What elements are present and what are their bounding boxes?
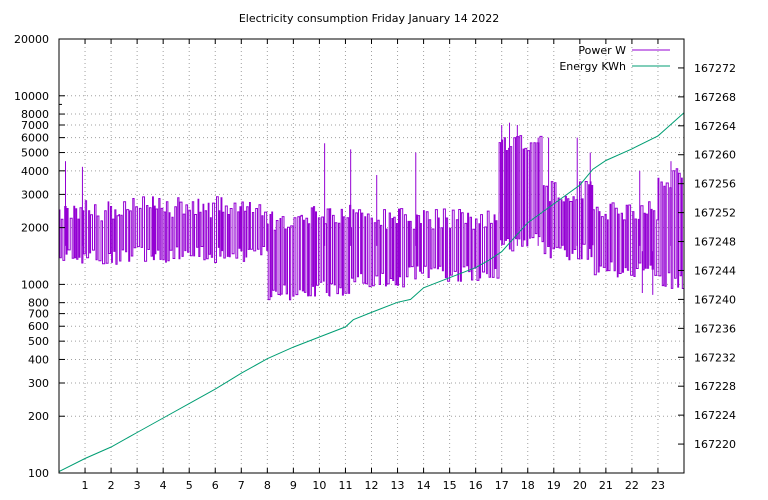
y-left-tick-label: 300 — [28, 377, 49, 390]
x-tick-label: 14 — [417, 479, 431, 492]
x-tick-label: 15 — [443, 479, 457, 492]
ticks-layer: 1 2 3 4 5 6 7 8 9 10 11 12 13 14 15 16 17 18 19 20 21 22 23100… — [14, 33, 736, 492]
y-left-tick-label: 500 — [28, 335, 49, 348]
y-left-tick-label: 600 — [28, 320, 49, 333]
power-series-line — [59, 135, 684, 301]
x-tick-label: 1 — [82, 479, 89, 492]
y-left-tick-label: 20000 — [14, 33, 49, 46]
chart-title: Electricity consumption Friday January 1… — [239, 12, 499, 25]
y-left-tick-label: 10000 — [14, 90, 49, 103]
y-right-tick-label: 167256 — [694, 178, 736, 191]
x-tick-label: 8 — [264, 479, 271, 492]
x-tick-label: 22 — [625, 479, 639, 492]
y-right-tick-label: 167264 — [694, 120, 736, 133]
x-tick-label: 20 — [573, 479, 587, 492]
x-tick-label: 16 — [469, 479, 483, 492]
y-left-tick-label: 8000 — [21, 108, 49, 121]
y-right-tick-label: 167236 — [694, 322, 736, 335]
x-tick-label: 18 — [521, 479, 535, 492]
y-right-tick-label: 167248 — [694, 236, 736, 249]
x-tick-label: 10 — [312, 479, 326, 492]
legend-label: Energy KWh — [559, 60, 626, 73]
x-tick-label: 5 — [186, 479, 193, 492]
y-left-tick-label: 100 — [28, 467, 49, 480]
y-right-tick-label: 167272 — [694, 62, 736, 75]
x-tick-label: 11 — [338, 479, 352, 492]
energy-series-line — [58, 112, 685, 473]
y-right-tick-label: 167244 — [694, 264, 736, 277]
y-left-tick-label: 200 — [28, 410, 49, 423]
x-tick-label: 7 — [238, 479, 245, 492]
x-tick-label: 23 — [651, 479, 665, 492]
x-tick-label: 21 — [599, 479, 613, 492]
x-tick-label: 3 — [134, 479, 141, 492]
y-right-tick-label: 167252 — [694, 207, 736, 220]
x-tick-label: 9 — [290, 479, 297, 492]
y-right-tick-label: 167240 — [694, 293, 736, 306]
y-left-tick-label: 5000 — [21, 147, 49, 160]
y-right-tick-label: 167220 — [694, 438, 736, 451]
y-left-tick-label: 1000 — [21, 278, 49, 291]
x-tick-label: 4 — [160, 479, 167, 492]
y-left-tick-label: 800 — [28, 297, 49, 310]
legend: Power W Energy KWh — [559, 44, 670, 73]
x-tick-label: 13 — [391, 479, 405, 492]
y-right-tick-label: 167224 — [694, 409, 736, 422]
y-left-tick-label: 700 — [28, 308, 49, 321]
x-tick-label: 17 — [495, 479, 509, 492]
y-left-tick-label: 400 — [28, 353, 49, 366]
y-left-tick-label: 7000 — [21, 119, 49, 132]
legend-label: Power W — [578, 44, 626, 57]
y-right-tick-label: 167232 — [694, 351, 736, 364]
y-right-tick-label: 167228 — [694, 380, 736, 393]
y-left-tick-label: 6000 — [21, 132, 49, 145]
x-tick-label: 12 — [365, 479, 379, 492]
x-tick-label: 6 — [212, 479, 219, 492]
x-tick-label: 2 — [108, 479, 115, 492]
y-right-tick-label: 167268 — [694, 91, 736, 104]
y-left-tick-label: 3000 — [21, 188, 49, 201]
x-tick-label: 19 — [547, 479, 561, 492]
series-layer — [58, 112, 685, 473]
y-left-tick-label: 2000 — [21, 222, 49, 235]
y-left-tick-label: 4000 — [21, 165, 49, 178]
y-right-tick-label: 167260 — [694, 149, 736, 162]
